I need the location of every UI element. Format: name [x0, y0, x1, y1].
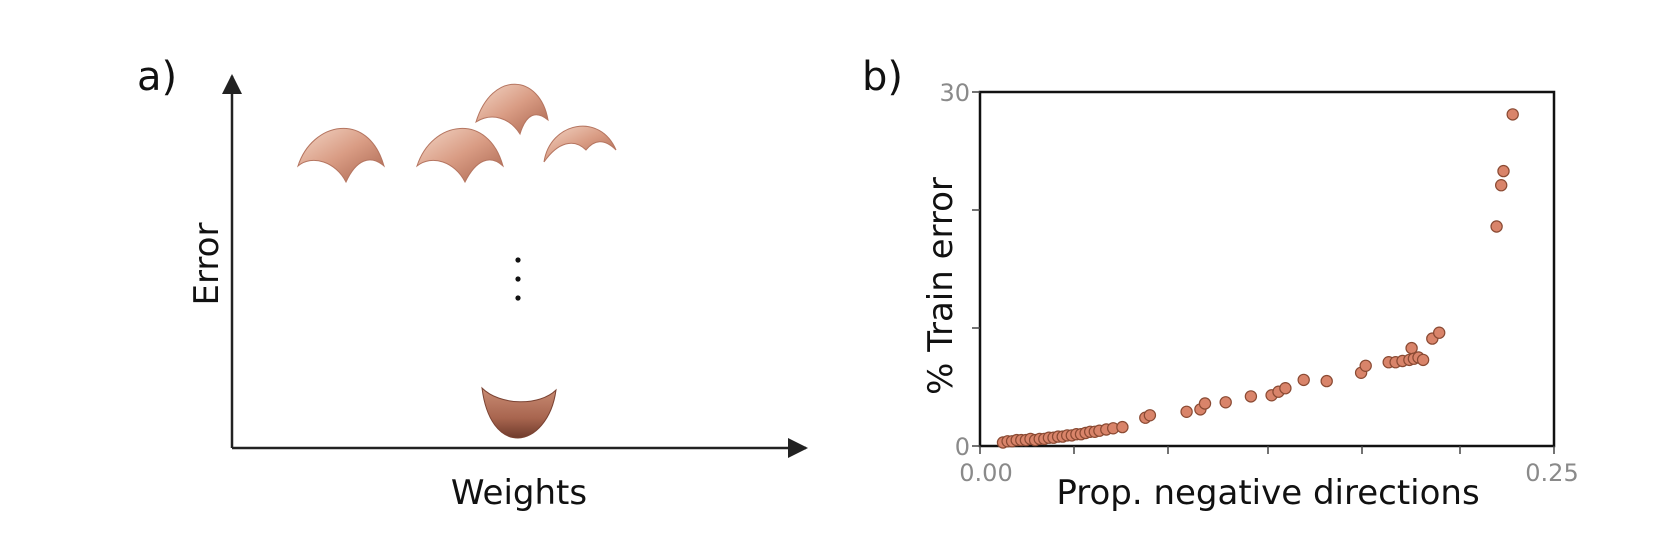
scatter-point — [1405, 341, 1418, 355]
panel-b-xlabel: Prop. negative directions — [1056, 473, 1479, 513]
y-ticks — [972, 91, 980, 447]
saddle-surface-3 — [475, 83, 549, 136]
saddle-surface-1 — [296, 127, 385, 184]
ellipsis-dot-2 — [515, 276, 521, 282]
scatter-point — [1416, 353, 1430, 367]
plot-frame — [978, 90, 1556, 448]
ellipsis-dot-1 — [515, 257, 521, 263]
y-tick-label-max: 30 — [939, 79, 970, 107]
ellipsis-dot-3 — [515, 295, 521, 301]
scatter-point — [1244, 390, 1258, 403]
panel-b-label: b) — [862, 54, 903, 100]
scatter-point — [1359, 359, 1372, 372]
scatter-point — [1320, 374, 1333, 388]
scatter-point — [1506, 108, 1519, 121]
scatter-point — [1180, 405, 1193, 418]
panel-a: a) Weights Error — [137, 54, 808, 513]
panel-a-ylabel: Error — [187, 223, 227, 306]
scatter-point — [1494, 178, 1508, 192]
y-tick-label-min: 0 — [955, 433, 970, 461]
scatter-point — [1297, 373, 1310, 387]
scatter-series — [996, 108, 1519, 449]
scatter-point — [1198, 397, 1212, 410]
minimum-bowl-surface — [481, 386, 557, 439]
panel-a-label: a) — [137, 54, 177, 100]
scatter-point — [1219, 396, 1232, 409]
scatter-point — [1497, 164, 1510, 178]
scatter-point — [1490, 220, 1503, 233]
scatter-point — [1432, 326, 1446, 339]
scatter-point — [1116, 420, 1129, 434]
panel-b: b) 30 0 0.00 0.25 Prop. negative directi… — [862, 54, 1579, 513]
saddle-surface-4 — [543, 125, 617, 163]
scatter-point — [1279, 382, 1292, 395]
scatter-point — [1143, 409, 1157, 422]
panel-a-xlabel: Weights — [451, 473, 587, 513]
panel-b-ylabel: % Train error — [921, 177, 961, 395]
x-ticks — [979, 446, 1555, 454]
saddle-surface-2 — [416, 127, 504, 184]
x-tick-label-max: 0.25 — [1525, 459, 1578, 487]
x-tick-label-min: 0.00 — [959, 459, 1012, 487]
